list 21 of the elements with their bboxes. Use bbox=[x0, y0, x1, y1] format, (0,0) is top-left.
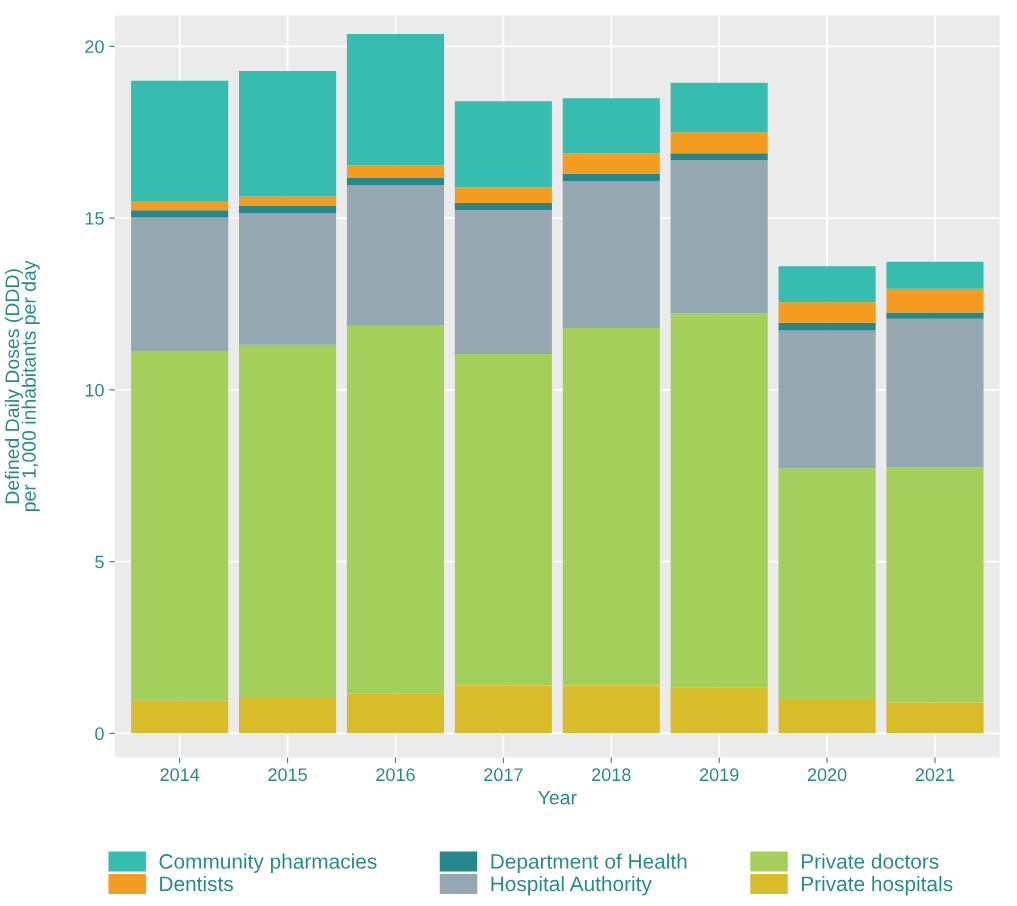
legend-label: Dentists bbox=[160, 875, 233, 892]
x-tick-label: 2019 bbox=[700, 768, 739, 782]
x-tick-label: 2014 bbox=[160, 768, 200, 782]
x-tick-label: 2017 bbox=[484, 768, 523, 782]
legend-label: Hospital Authority bbox=[491, 875, 652, 896]
legend-label: Community pharmacies bbox=[159, 853, 377, 873]
y-tick-label: 0 bbox=[95, 727, 104, 741]
x-tick-label: 2018 bbox=[592, 768, 631, 782]
y-tick-label: 20 bbox=[85, 40, 104, 54]
legend-label: Private doctors bbox=[801, 853, 939, 869]
y-tick-label: 10 bbox=[85, 383, 104, 397]
x-tick-label: 2021 bbox=[915, 768, 955, 782]
y-tick-label: 5 bbox=[95, 555, 104, 569]
legend-label: Department of Health bbox=[491, 853, 687, 873]
y-axis-title: Defined Daily Doses (DDD) per 1,000 inhabitants per day bbox=[4, 260, 40, 512]
x-axis-title: Year bbox=[538, 790, 577, 805]
y-tick-label: 15 bbox=[85, 212, 104, 225]
legend-label: Private hospitals bbox=[801, 875, 953, 896]
x-tick-label: 2015 bbox=[268, 768, 307, 782]
x-tick-label: 2020 bbox=[807, 768, 847, 782]
x-tick-label: 2016 bbox=[376, 768, 415, 782]
